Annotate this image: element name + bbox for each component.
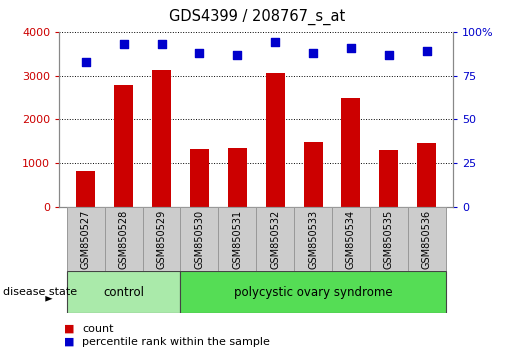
Bar — [143, 207, 180, 271]
Bar — [228, 148, 247, 207]
Bar — [294, 207, 332, 271]
Point — [158, 41, 166, 47]
Text: GDS4399 / 208767_s_at: GDS4399 / 208767_s_at — [169, 9, 346, 25]
Bar — [303, 142, 322, 207]
Bar — [190, 149, 209, 207]
Point — [309, 50, 317, 56]
Bar — [218, 207, 256, 271]
Bar — [67, 271, 180, 313]
Point — [423, 48, 431, 54]
Bar — [67, 207, 105, 271]
Bar — [180, 207, 218, 271]
Text: control: control — [103, 286, 144, 298]
Text: GSM850532: GSM850532 — [270, 209, 280, 269]
Bar — [114, 85, 133, 207]
Bar — [417, 143, 436, 207]
Point — [81, 59, 90, 64]
Bar — [380, 150, 398, 207]
Text: ■: ■ — [64, 324, 75, 333]
Bar — [256, 207, 294, 271]
Text: GSM850534: GSM850534 — [346, 209, 356, 269]
Point — [271, 40, 279, 45]
Text: GSM850535: GSM850535 — [384, 209, 394, 269]
Text: GSM850528: GSM850528 — [118, 209, 129, 269]
Text: polycystic ovary syndrome: polycystic ovary syndrome — [234, 286, 392, 298]
Point — [119, 41, 128, 47]
Text: GSM850533: GSM850533 — [308, 209, 318, 269]
Bar — [105, 207, 143, 271]
Point — [347, 45, 355, 51]
Bar — [180, 271, 445, 313]
Text: percentile rank within the sample: percentile rank within the sample — [82, 337, 270, 347]
Text: GSM850529: GSM850529 — [157, 209, 166, 269]
Point — [233, 52, 242, 57]
Text: GSM850531: GSM850531 — [232, 209, 242, 269]
Text: GSM850530: GSM850530 — [194, 209, 204, 269]
Bar — [266, 74, 285, 207]
Text: count: count — [82, 324, 114, 333]
Point — [195, 50, 203, 56]
Bar — [152, 70, 171, 207]
Text: GSM850536: GSM850536 — [422, 209, 432, 269]
Bar — [76, 171, 95, 207]
Text: disease state: disease state — [3, 287, 77, 297]
Text: ■: ■ — [64, 337, 75, 347]
Bar — [341, 98, 360, 207]
Bar — [408, 207, 445, 271]
Point — [385, 52, 393, 57]
Polygon shape — [45, 296, 53, 302]
Bar — [370, 207, 408, 271]
Bar — [332, 207, 370, 271]
Text: GSM850527: GSM850527 — [81, 209, 91, 269]
